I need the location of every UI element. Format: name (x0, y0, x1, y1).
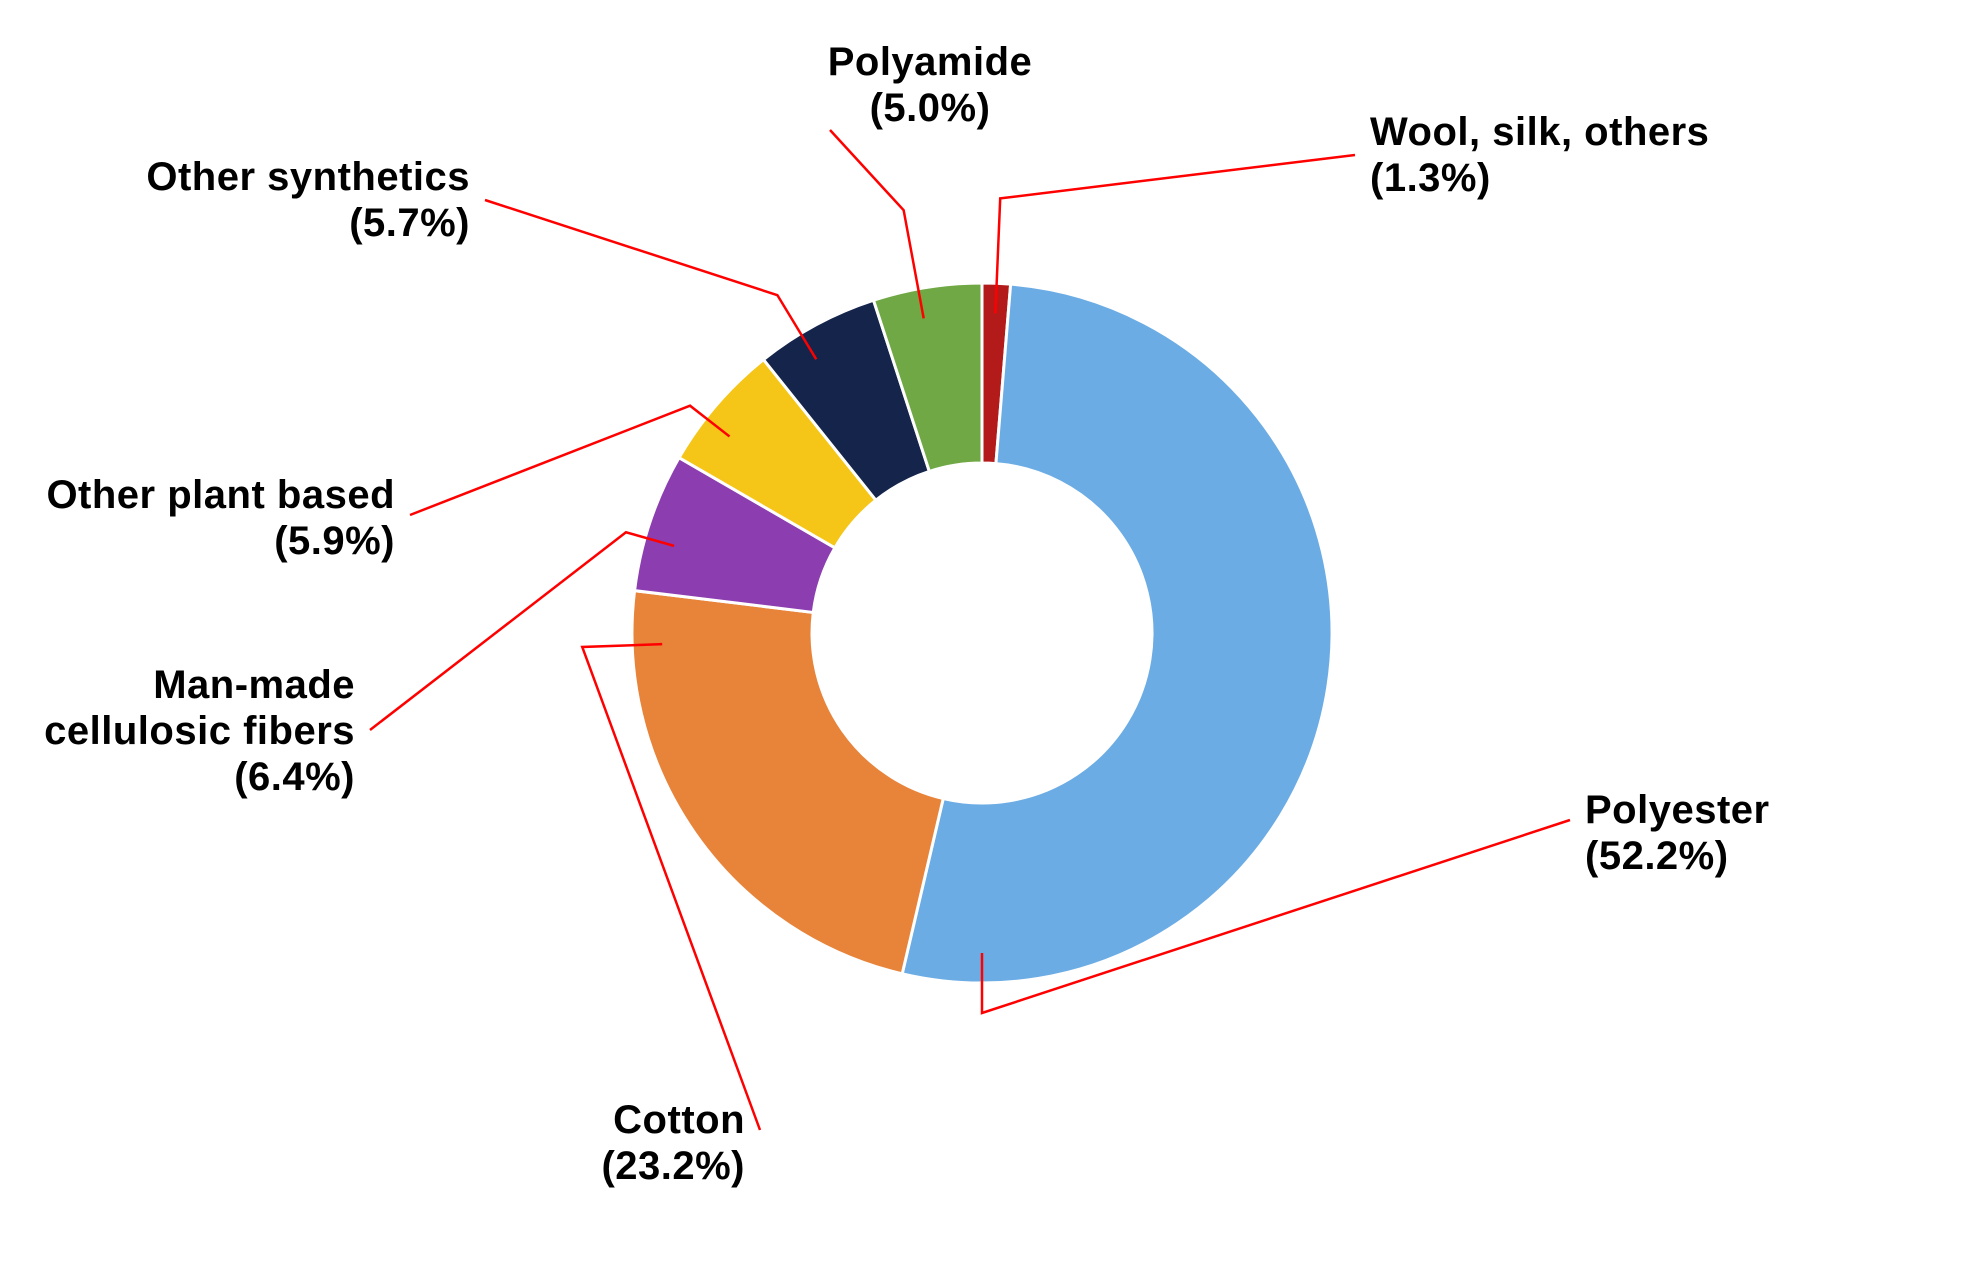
slice-label-0: Wool, silk, others (1370, 110, 1709, 154)
slice-label-3: Man-made (153, 663, 355, 707)
slice-label-6: Polyamide (828, 40, 1033, 84)
slice-percent-2: (23.2%) (601, 1144, 745, 1188)
slice-percent-0: (1.3%) (1370, 156, 1491, 200)
slice-percent-4: (5.9%) (274, 519, 395, 563)
slice-label2-3: cellulosic fibers (44, 709, 355, 753)
slice-percent-6: (5.0%) (870, 86, 991, 130)
slice-percent-3: (6.4%) (234, 755, 355, 799)
slice-percent-5: (5.7%) (349, 201, 470, 245)
slice-label-2: Cotton (613, 1098, 745, 1142)
slice-label-4: Other plant based (46, 473, 395, 517)
slice-label-5: Other synthetics (146, 155, 470, 199)
slice-label-1: Polyester (1585, 788, 1770, 832)
donut-chart: Wool, silk, others(1.3%) Polyester(52.2%)… (0, 0, 1964, 1266)
slice-percent-1: (52.2%) (1585, 834, 1729, 878)
